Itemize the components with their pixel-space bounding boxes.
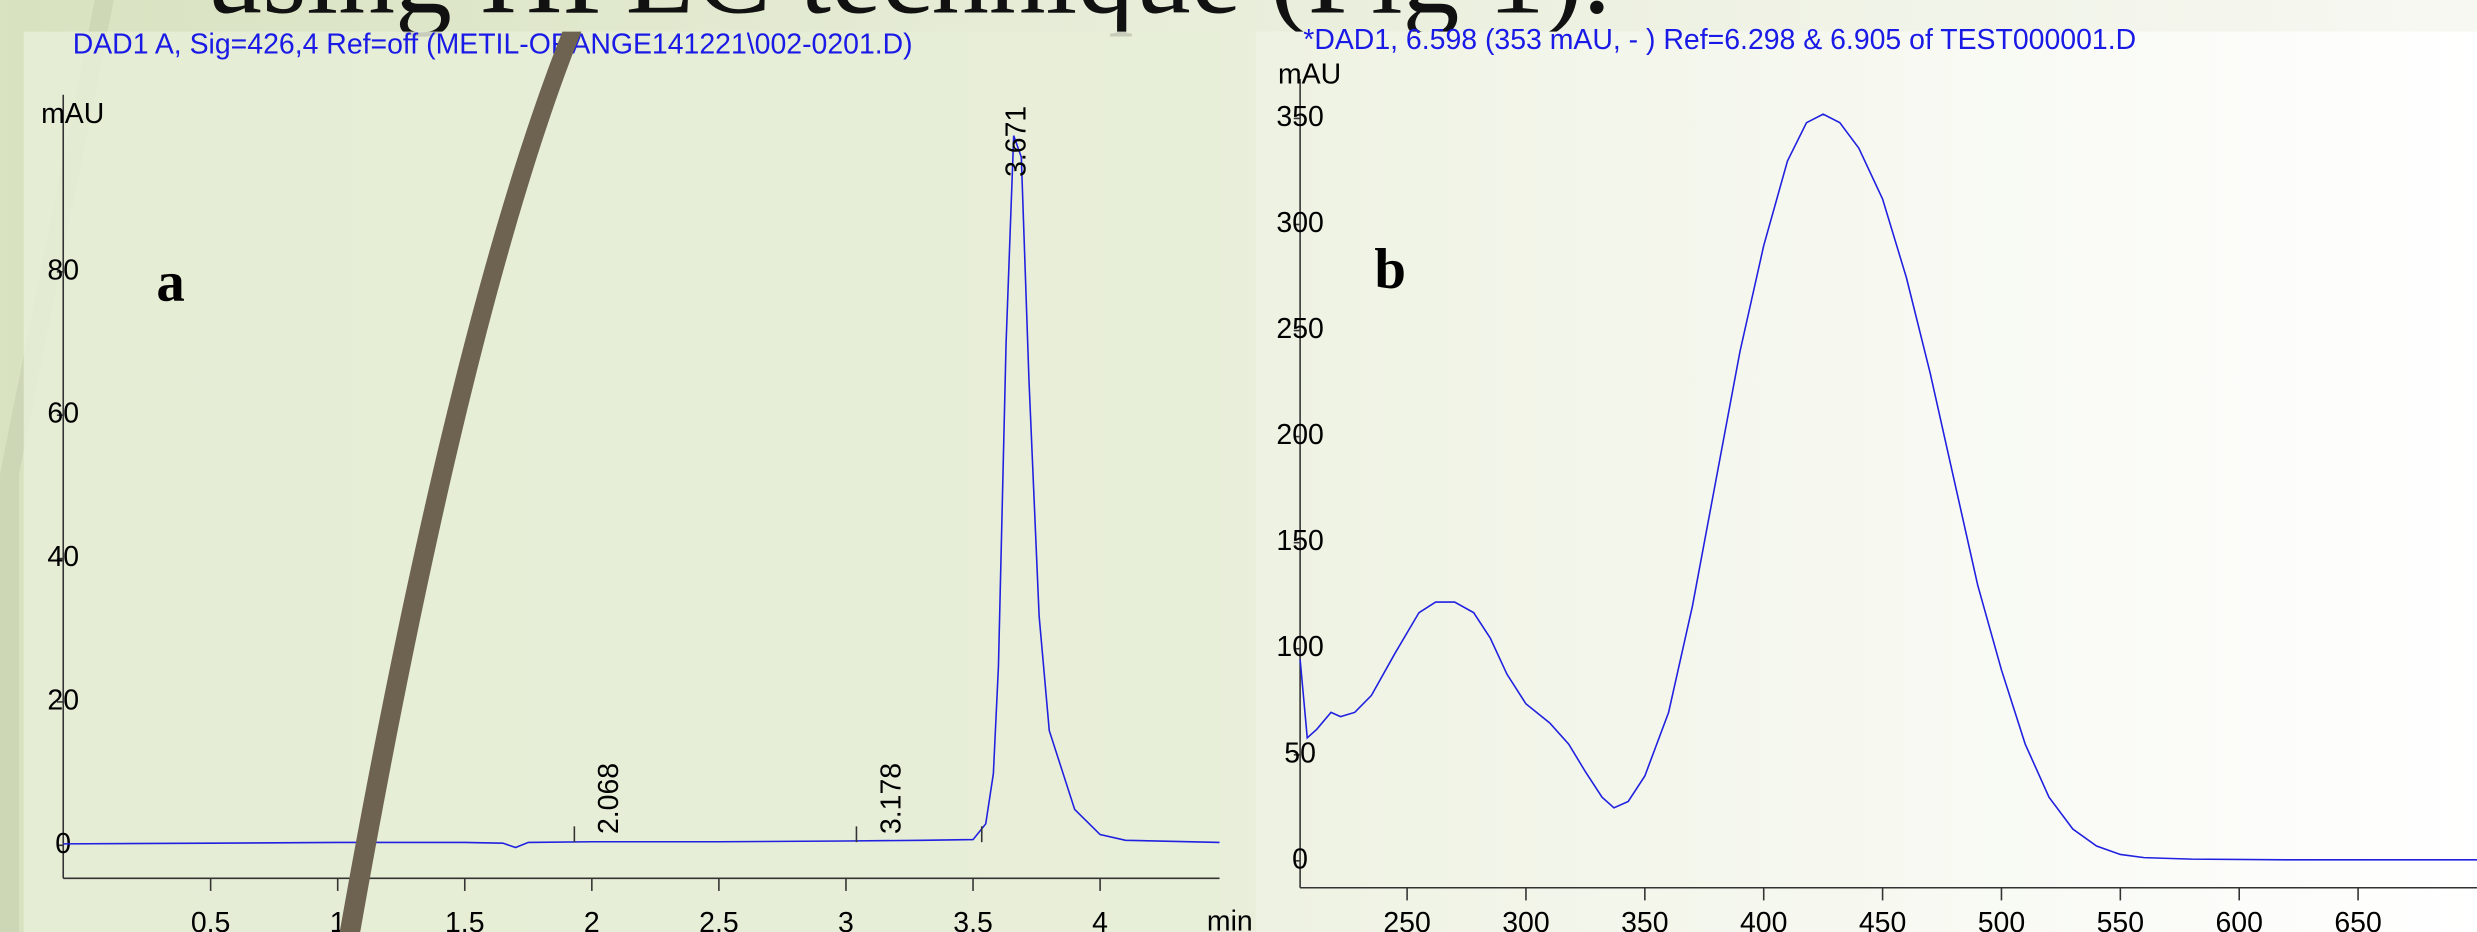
x-tick-label: 550 bbox=[2097, 907, 2144, 932]
x-tick-label: 450 bbox=[1859, 907, 1906, 932]
y-tick-label: 0 bbox=[1292, 843, 1308, 875]
decor-brown-stroke bbox=[339, 31, 582, 932]
x-tick-label: 3.5 bbox=[953, 907, 993, 932]
x-tick-label: 600 bbox=[2215, 907, 2262, 932]
x-tick-label: 500 bbox=[1978, 907, 2025, 932]
x-tick-label: 2 bbox=[584, 907, 600, 932]
y-axis-label: mAU bbox=[41, 98, 104, 130]
y-tick-label: 150 bbox=[1276, 525, 1323, 557]
chart-title: DAD1 A, Sig=426,4 Ref=off (METIL-ORANGE1… bbox=[73, 29, 913, 61]
y-tick-label: 60 bbox=[47, 398, 79, 430]
x-tick-label: 650 bbox=[2334, 907, 2381, 932]
x-tick-label: 1.5 bbox=[445, 907, 485, 932]
y-tick-label: 250 bbox=[1276, 313, 1323, 345]
y-tick-label: 100 bbox=[1276, 631, 1323, 663]
x-tick-label: 400 bbox=[1740, 907, 1787, 932]
panel-a bbox=[23, 31, 1220, 932]
x-tick-label: 4 bbox=[1092, 907, 1108, 932]
x-tick-label: 2.5 bbox=[699, 907, 739, 932]
x-tick-label: 0.5 bbox=[191, 907, 231, 932]
y-tick-label: 300 bbox=[1276, 207, 1323, 239]
x-tick-label: 350 bbox=[1621, 907, 1668, 932]
decor-stroke bbox=[0, 0, 114, 932]
panel-b bbox=[1255, 31, 2477, 932]
x-tick-label: 250 bbox=[1383, 907, 1430, 932]
y-axis-label: mAU bbox=[1278, 59, 1341, 91]
peak-label: 3.671 bbox=[1001, 106, 1033, 177]
x-axis-label: min bbox=[1207, 905, 1253, 932]
chart-title: *DAD1, 6.598 (353 mAU, - ) Ref=6.298 & 6… bbox=[1303, 24, 2136, 56]
y-tick-label: 20 bbox=[47, 684, 79, 716]
y-tick-label: 40 bbox=[47, 541, 79, 573]
y-tick-label: 50 bbox=[1284, 737, 1316, 769]
panel-label: a bbox=[156, 251, 184, 314]
x-tick-label: 300 bbox=[1502, 907, 1549, 932]
chart-a: DAD1 A, Sig=426,4 Ref=off (METIL-ORANGE1… bbox=[41, 29, 1253, 932]
y-tick-label: 200 bbox=[1276, 419, 1323, 451]
chart-b: *DAD1, 6.598 (353 mAU, - ) Ref=6.298 & 6… bbox=[1276, 24, 2477, 932]
slide-heading: using HPLC technique (Fig 1). bbox=[205, 0, 1611, 38]
data-line bbox=[1299, 113, 2477, 861]
data-line bbox=[63, 135, 1220, 849]
x-tick-label: 3 bbox=[838, 907, 854, 932]
peak-label: 2.068 bbox=[593, 763, 625, 834]
y-tick-label: 80 bbox=[47, 254, 79, 286]
panel-label: b bbox=[1374, 238, 1406, 301]
peak-label: 3.178 bbox=[875, 763, 907, 834]
y-tick-label: 350 bbox=[1276, 101, 1323, 133]
